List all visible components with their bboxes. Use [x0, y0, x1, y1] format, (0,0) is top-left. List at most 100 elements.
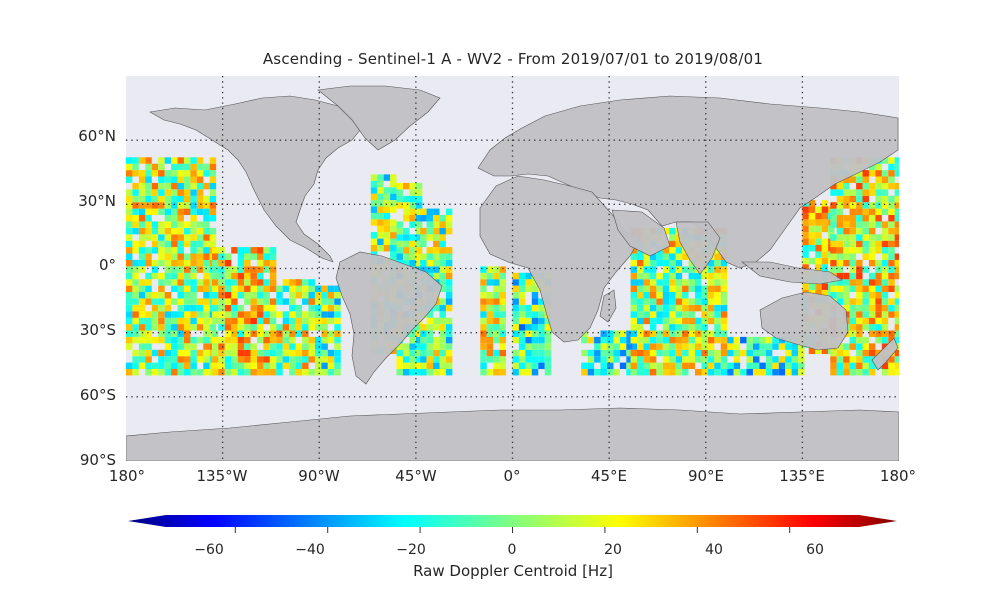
data-cell	[619, 336, 627, 344]
data-cell	[190, 285, 197, 293]
data-cell	[415, 349, 423, 357]
data-cell	[512, 311, 519, 318]
data-cell	[426, 221, 434, 228]
data-cell	[302, 292, 309, 299]
data-cell	[403, 247, 410, 254]
data-cell	[370, 245, 378, 252]
data-cell	[263, 279, 270, 286]
data-cell	[581, 336, 588, 344]
data-cell	[480, 292, 487, 299]
data-cell	[875, 208, 882, 216]
data-cell	[171, 247, 178, 254]
data-cell	[815, 257, 822, 265]
data-cell	[433, 240, 440, 248]
colorbar	[128, 515, 897, 533]
cb-tick-label-neg60: −60	[194, 542, 224, 558]
data-cell	[843, 292, 850, 299]
data-cell	[295, 311, 303, 318]
data-cell	[126, 259, 133, 267]
data-cell	[828, 225, 835, 233]
data-cell	[237, 343, 245, 350]
data-cell	[875, 163, 882, 171]
data-cell	[282, 343, 290, 350]
data-cell	[544, 324, 552, 331]
data-cell	[688, 298, 696, 305]
data-cell	[688, 362, 696, 370]
data-cell	[151, 336, 159, 344]
data-cell	[675, 279, 683, 286]
data-cell	[409, 189, 416, 196]
data-cell	[695, 343, 702, 350]
data-cell	[257, 324, 264, 331]
data-cell	[525, 272, 532, 280]
data-cell	[714, 279, 721, 286]
data-cell	[164, 157, 172, 164]
data-cell	[649, 336, 657, 344]
data-cell	[815, 289, 822, 297]
data-cell	[132, 202, 139, 209]
data-cell	[196, 336, 204, 344]
data-cell	[403, 215, 410, 222]
data-cell	[145, 317, 152, 325]
data-cell	[151, 311, 159, 318]
data-cell	[512, 356, 519, 363]
data-cell	[289, 356, 296, 363]
data-cell	[295, 317, 303, 325]
data-cell	[403, 356, 410, 363]
new-zealand	[871, 337, 899, 371]
data-cell	[836, 227, 844, 235]
data-cell	[881, 369, 889, 376]
data-cell	[662, 343, 670, 350]
data-cell	[765, 356, 773, 363]
data-cell	[888, 176, 895, 183]
data-cell	[420, 330, 427, 337]
data-cell	[499, 272, 507, 280]
data-cell	[888, 369, 895, 376]
data-cell	[875, 330, 882, 337]
data-cell	[778, 356, 786, 363]
data-cell	[403, 253, 410, 260]
data-cell	[714, 317, 721, 325]
data-cell	[843, 362, 850, 370]
data-cell	[211, 292, 219, 299]
data-cell	[808, 219, 816, 226]
data-cell	[856, 292, 863, 299]
data-cell	[669, 240, 676, 248]
data-cell	[308, 304, 315, 312]
data-cell	[707, 330, 715, 337]
data-cell	[856, 279, 863, 286]
data-cell	[295, 343, 303, 350]
data-cell	[145, 272, 152, 280]
data-cell	[171, 343, 178, 350]
data-cell	[656, 317, 663, 325]
data-cell	[138, 247, 146, 254]
data-cell	[630, 266, 638, 273]
data-cell	[433, 253, 440, 260]
data-cell	[637, 324, 644, 331]
data-cell	[433, 349, 440, 357]
data-cell	[295, 304, 303, 312]
data-cell	[682, 292, 689, 299]
data-cell	[390, 225, 397, 233]
data-cell	[746, 362, 753, 370]
data-cell	[707, 292, 715, 299]
data-cell	[171, 189, 178, 196]
data-cell	[244, 369, 251, 376]
data-cell	[396, 247, 403, 254]
data-cell	[203, 336, 210, 344]
data-cell	[649, 362, 657, 370]
data-cell	[888, 311, 895, 318]
data-cell	[875, 324, 882, 331]
data-cell	[894, 170, 899, 177]
data-cell	[445, 304, 453, 312]
data-cell	[409, 349, 416, 357]
data-cell	[445, 330, 453, 337]
data-cell	[126, 227, 133, 235]
data-cell	[409, 182, 416, 190]
data-cell	[662, 369, 670, 376]
data-cell	[649, 317, 657, 325]
data-cell	[171, 266, 178, 273]
data-cell	[785, 349, 792, 357]
data-cell	[881, 259, 889, 267]
data-cell	[538, 362, 545, 370]
